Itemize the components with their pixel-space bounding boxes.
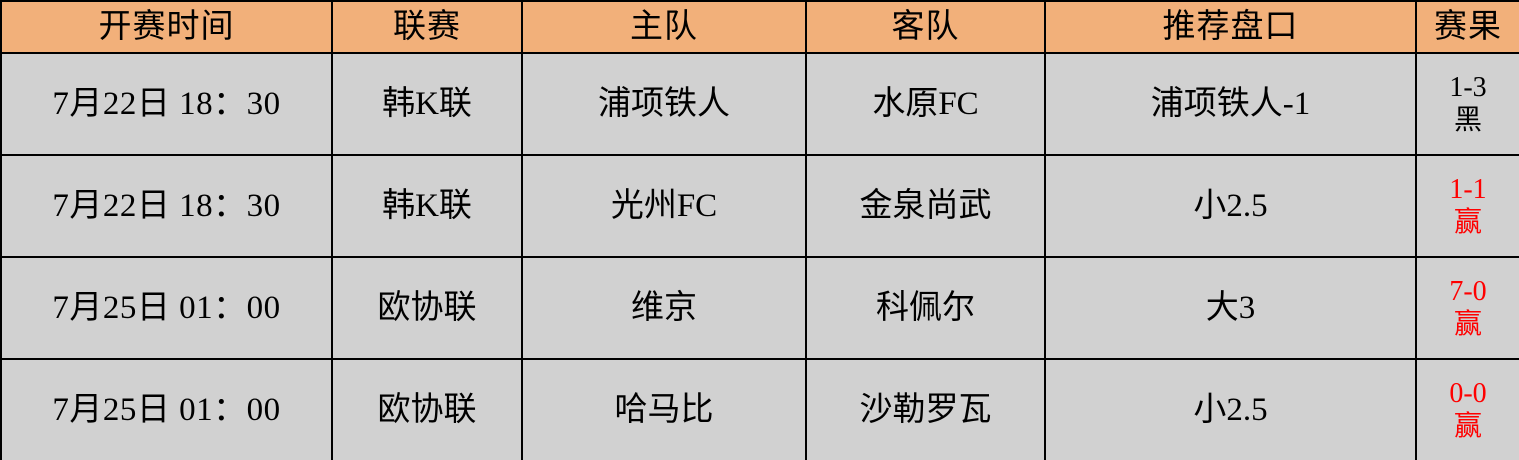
cell-league: 韩K联 [331, 52, 523, 156]
result-score: 1-3 [1449, 71, 1487, 103]
cell-home: 浦项铁人 [521, 52, 807, 156]
column-header-league: 联赛 [331, 0, 523, 54]
header-row: 开赛时间 联赛 主队 客队 推荐盘口 赛果 [0, 0, 1519, 54]
cell-result: 1-1 赢 [1415, 154, 1519, 258]
cell-away: 金泉尚武 [805, 154, 1046, 258]
cell-odds: 大3 [1044, 256, 1417, 360]
cell-time: 7月22日 18：30 [0, 52, 333, 156]
table-row: 7月25日 01：00 欧协联 维京 科佩尔 大3 7-0 赢 [0, 256, 1519, 360]
cell-result: 7-0 赢 [1415, 256, 1519, 360]
cell-odds: 小2.5 [1044, 358, 1417, 460]
column-header-result: 赛果 [1415, 0, 1519, 54]
column-header-time: 开赛时间 [0, 0, 333, 54]
result-verdict: 赢 [1453, 309, 1482, 340]
table-row: 7月22日 18：30 韩K联 浦项铁人 水原FC 浦项铁人-1 1-3 黑 [0, 52, 1519, 156]
result-verdict: 赢 [1453, 207, 1482, 238]
cell-league: 欧协联 [331, 256, 523, 360]
column-header-home: 主队 [521, 0, 807, 54]
cell-league: 欧协联 [331, 358, 523, 460]
cell-home: 光州FC [521, 154, 807, 258]
column-header-odds: 推荐盘口 [1044, 0, 1417, 54]
cell-time: 7月25日 01：00 [0, 256, 333, 360]
result-score: 7-0 [1449, 275, 1487, 307]
result-verdict: 赢 [1453, 411, 1482, 442]
result-verdict: 黑 [1453, 105, 1482, 136]
cell-time: 7月22日 18：30 [0, 154, 333, 258]
table-header: 开赛时间 联赛 主队 客队 推荐盘口 赛果 [0, 0, 1519, 54]
cell-away: 科佩尔 [805, 256, 1046, 360]
table-row: 7月25日 01：00 欧协联 哈马比 沙勒罗瓦 小2.5 0-0 赢 [0, 358, 1519, 460]
cell-result: 1-3 黑 [1415, 52, 1519, 156]
result-score: 0-0 [1449, 377, 1487, 409]
cell-odds: 浦项铁人-1 [1044, 52, 1417, 156]
cell-home: 哈马比 [521, 358, 807, 460]
cell-odds: 小2.5 [1044, 154, 1417, 258]
cell-result: 0-0 赢 [1415, 358, 1519, 460]
cell-time: 7月25日 01：00 [0, 358, 333, 460]
table-body: 7月22日 18：30 韩K联 浦项铁人 水原FC 浦项铁人-1 1-3 黑 7… [0, 52, 1519, 460]
cell-away: 水原FC [805, 52, 1046, 156]
cell-league: 韩K联 [331, 154, 523, 258]
cell-away: 沙勒罗瓦 [805, 358, 1046, 460]
result-score: 1-1 [1449, 173, 1487, 205]
column-header-away: 客队 [805, 0, 1046, 54]
cell-home: 维京 [521, 256, 807, 360]
table-row: 7月22日 18：30 韩K联 光州FC 金泉尚武 小2.5 1-1 赢 [0, 154, 1519, 258]
